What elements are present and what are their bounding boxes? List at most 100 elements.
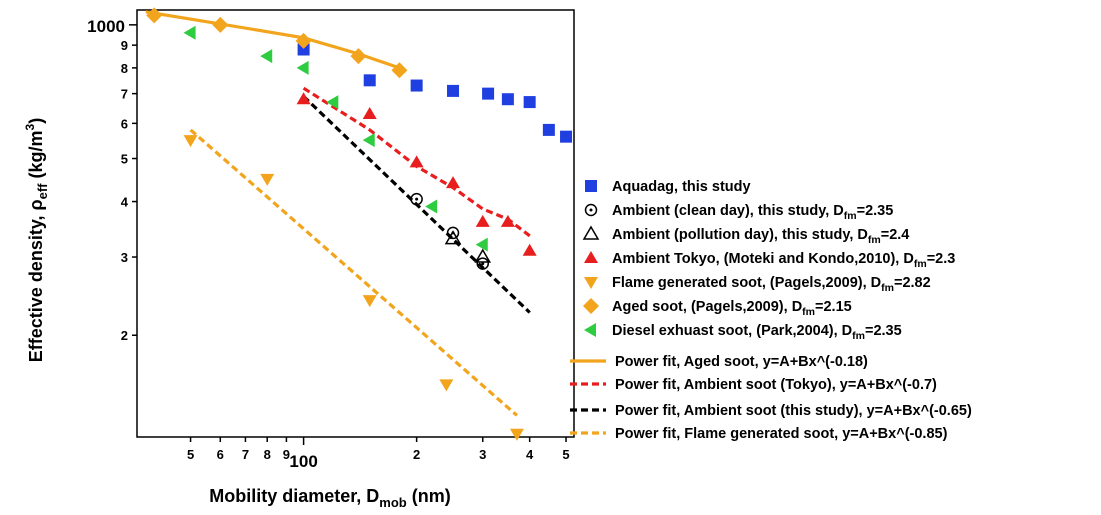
marker-circle-dot [476,257,489,270]
marker-triangle-left [425,199,438,214]
legend-label: Power fit, Aged soot, y=A+Bx^(-0.18) [615,354,868,370]
marker-triangle-left [326,95,339,110]
marker-square [410,79,423,92]
y-tick-label: 1000 [87,17,125,36]
marker-triangle-up [446,176,461,189]
series-5-markers [146,7,408,79]
marker-circle-center [589,208,593,212]
x-axis: 5 6 7 8 9 100 2 3 4 5 [187,437,570,471]
legend-item: Power fit, Flame generated soot, y=A+Bx^… [570,426,948,442]
marker-circle-dot [410,192,423,206]
fit-lines [145,10,531,417]
legend-symbol-triangle-up [584,251,598,263]
x-tick-label: 9 [283,447,290,462]
legend-item: Aged soot, (Pagels,2009), Dfm=2.15 [583,298,852,318]
y-tick-label: 8 [121,61,128,76]
y-tick-label: 9 [121,38,128,53]
marker-square [482,87,495,100]
y-tick-label: 4 [121,195,129,210]
marker-square [560,130,573,143]
marker-triangle-up [409,155,424,168]
x-tick-label: 5 [187,447,194,462]
marker-square [585,180,597,192]
legend-label: Flame generated soot, (Pagels,2009), Dfm… [612,275,931,294]
legend-label: Aquadag, this study [612,179,751,195]
series-0-markers [297,43,573,143]
legend-label: Power fit, Ambient soot (Tokyo), y=A+Bx^… [615,377,937,393]
marker-square [542,123,555,136]
plot-frame [136,9,575,438]
marker-diamond [391,62,408,79]
marker-triangle-left [296,60,309,75]
series-3-markers [296,92,537,256]
legend-symbol-circle-dot [584,203,598,217]
x-tick-label: 3 [479,447,486,462]
marker-square [523,96,536,109]
marker-circle-dot [584,203,598,217]
x-tick-label: 7 [242,447,249,462]
legend: Aquadag, this study Ambient (clean day),… [570,179,972,442]
marker-triangle-down [260,173,275,186]
marker-square [363,74,376,87]
marker-triangle-left [183,25,196,40]
marker-triangle-up [362,106,377,119]
legend-item: Ambient (pollution day), this study, Dfm… [582,225,909,246]
marker-square [501,93,514,106]
marker-triangle-down [509,428,524,441]
marker-circle-ring [476,257,489,270]
legend-label: Ambient (clean day), this study, Dfm=2.3… [612,203,893,222]
fit-line-3 [189,128,518,417]
marker-diamond [295,32,312,49]
marker-circle-ring [446,226,460,240]
marker-triangle-left [475,237,488,252]
marker-circle-center [415,197,419,201]
x-tick-label: 6 [217,447,224,462]
legend-item: Diesel exhuast soot, (Park,2004), Dfm=2.… [584,323,902,342]
marker-triangle-open [582,225,600,240]
marker-square [297,43,310,56]
legend-label: Diesel exhuast soot, (Park,2004), Dfm=2.… [612,323,902,342]
y-tick-label: 7 [121,87,128,102]
marker-circle-center [481,262,485,266]
plot-area [136,9,575,438]
y-tick-label: 6 [121,116,128,131]
marker-triangle-left [584,323,596,337]
marker-triangle-left [260,49,273,64]
marker-triangle-up [296,92,311,105]
legend-label: Ambient (pollution day), this study, Dfm… [612,227,909,246]
marker-triangle-open [474,248,492,263]
legend-label: Power fit, Flame generated soot, y=A+Bx^… [615,426,948,442]
legend-symbol-square [585,180,597,192]
marker-triangle-up [475,214,490,227]
marker-diamond [212,16,229,33]
legend-symbol-triangle-left [584,323,596,337]
x-tick-label: 100 [289,452,317,471]
marker-diamond [350,48,367,65]
legend-item: Ambient Tokyo, (Moteki and Kondo,2010), … [584,251,955,270]
legend-item: Power fit, Aged soot, y=A+Bx^(-0.18) [570,354,868,370]
y-tick-label: 5 [121,152,128,167]
marker-square [447,84,460,97]
data-markers [146,7,573,441]
marker-circle-ring [584,203,598,217]
legend-item: Flame generated soot, (Pagels,2009), Dfm… [584,275,931,294]
marker-triangle-left [362,133,375,148]
marker-triangle-up [522,243,537,256]
legend-symbol-triangle-down [584,277,598,289]
series-4-markers [183,135,524,441]
y-axis-title: Effective density, ρeff (kg/m3) [23,118,50,362]
x-tick-label: 4 [526,447,534,462]
series-2-markers [444,230,492,263]
marker-triangle-up [584,251,598,263]
x-tick-label: 5 [562,447,569,462]
marker-diamond [146,7,163,24]
marker-triangle-open [444,230,462,245]
legend-symbol-triangle-open [582,225,600,240]
y-tick-label: 2 [121,328,128,343]
marker-triangle-down [584,277,598,289]
legend-label: Aged soot, (Pagels,2009), Dfm=2.15 [612,299,852,318]
x-tick-label: 8 [264,447,271,462]
legend-item: Aquadag, this study [585,179,751,195]
marker-triangle-down [362,295,377,308]
